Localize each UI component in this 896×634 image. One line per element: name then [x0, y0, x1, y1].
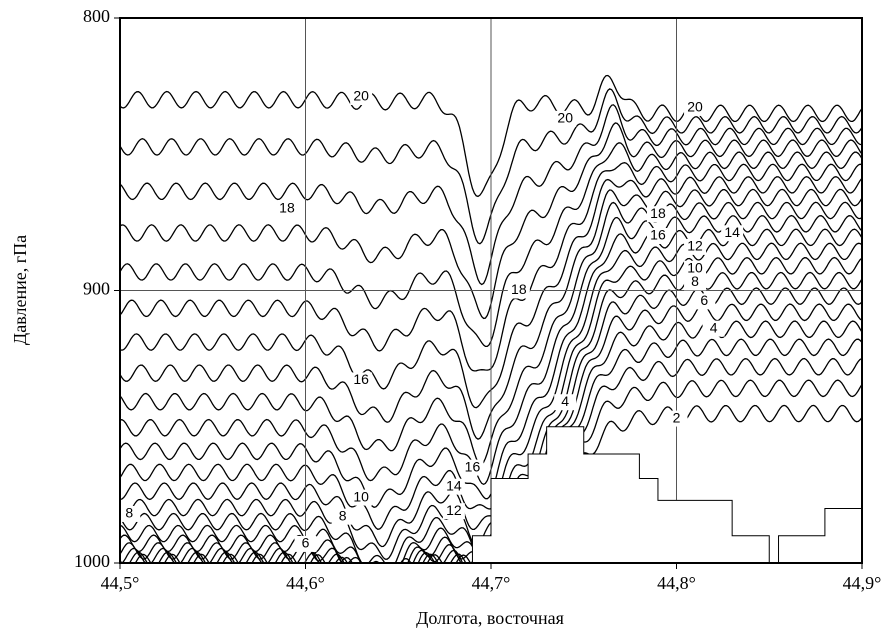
label-bg [118, 505, 141, 522]
contour-label: 10 [353, 488, 369, 504]
contour-label: 2 [673, 409, 681, 425]
label-bg [350, 89, 373, 106]
contour-label: 14 [446, 477, 462, 493]
contour-label: 4 [710, 319, 718, 335]
label-bg [693, 293, 716, 310]
y-tick-label: 800 [83, 6, 110, 26]
contour-label: 18 [511, 281, 527, 297]
contour-label: 6 [302, 535, 310, 551]
y-tick-label: 900 [83, 279, 110, 299]
x-axis-label: Долгота, восточная [416, 608, 564, 628]
contour-label: 20 [353, 88, 369, 104]
label-bg [442, 478, 465, 495]
x-tick-label: 44,8° [657, 573, 696, 593]
label-bg [461, 459, 484, 476]
contour-label: 14 [724, 224, 740, 240]
contour-label: 18 [650, 205, 666, 221]
label-bg [702, 320, 725, 337]
label-bg [721, 225, 744, 242]
contour-label: 12 [687, 238, 703, 254]
label-bg [554, 394, 577, 411]
x-tick-label: 44,7° [472, 573, 511, 593]
label-bg [350, 489, 373, 506]
contour-line [120, 338, 862, 563]
label-bg [507, 282, 530, 299]
contour-label: 16 [353, 371, 369, 387]
label-bg [331, 508, 354, 525]
contour-label: 8 [691, 273, 699, 289]
y-axis-label: Давление, гПа [10, 235, 30, 345]
contour-label: 4 [561, 393, 569, 409]
contour-label: 12 [446, 502, 462, 518]
label-bg [294, 535, 317, 552]
contour-label: 6 [700, 292, 708, 308]
contour-label: 8 [125, 505, 133, 521]
label-bg [350, 372, 373, 389]
terrain [471, 426, 863, 564]
contour-label: 18 [279, 199, 295, 215]
contour-label: 20 [557, 110, 573, 126]
contour-label: 8 [339, 507, 347, 523]
label-bg [684, 238, 707, 255]
label-bg [684, 260, 707, 277]
label-bg [275, 200, 298, 217]
label-bg [646, 228, 669, 244]
x-tick-label: 44,6° [286, 573, 325, 593]
contour-label: 16 [650, 227, 666, 243]
contour-label: 20 [687, 99, 703, 115]
label-bg [442, 503, 465, 520]
label-bg [684, 99, 707, 116]
contour-label: 16 [465, 458, 481, 474]
x-tick-label: 44,5° [101, 573, 140, 593]
plot-frame [119, 17, 863, 564]
y-tick-label: 1000 [74, 551, 110, 571]
overlay: 44,5° 44,6° 44,7° 44,8° 44,9° 800 900 1000 20 20 2… [74, 6, 881, 593]
label-bg [646, 206, 669, 223]
label-bg [554, 110, 577, 127]
label-bg [665, 410, 688, 427]
x-tick-label: 44,9° [843, 573, 882, 593]
label-bg [684, 274, 707, 291]
contour-label: 10 [687, 259, 703, 275]
